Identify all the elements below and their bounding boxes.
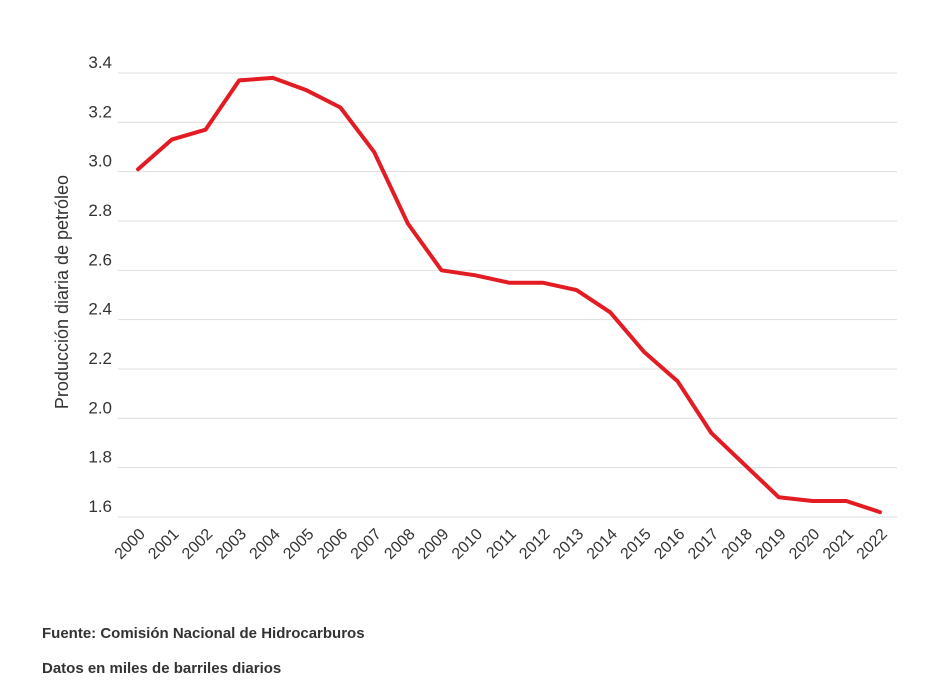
x-tick-label: 2003 [213,526,250,563]
y-tick-label: 2.6 [88,250,112,269]
units-note: Datos en miles de barriles diarios [42,660,282,677]
x-tick-labels: 2000200120022003200420052006200720082009… [112,526,891,563]
y-tick-label: 3.0 [88,152,112,171]
x-tick-label: 2017 [685,526,722,563]
x-tick-label: 2005 [280,526,317,563]
x-tick-label: 2009 [415,526,452,563]
x-tick-label: 2011 [483,526,519,562]
y-tick-label: 2.0 [88,398,112,417]
x-tick-label: 2008 [381,526,418,563]
series-line [136,75,882,515]
x-tick-label: 2006 [314,526,351,563]
y-tick-labels: 1.6 1.8 2.0 2.2 2.4 2.6 2.8 3.0 3.2 3.4 [88,53,112,516]
y-tick-label: 2.2 [88,349,112,368]
x-tick-label: 2016 [651,526,688,563]
y-tick-label: 1.8 [88,448,112,467]
x-tick-label: 2000 [112,526,149,563]
x-tick-label: 2021 [820,526,857,563]
x-tick-label: 2012 [516,526,553,563]
y-tick-label: 3.2 [88,102,112,121]
x-tick-label: 2001 [145,526,182,563]
y-tick-label: 2.8 [88,201,112,220]
y-axis-label: Producción diaria de petróleo [52,175,72,409]
x-tick-label: 2018 [719,526,756,563]
line-chart: 1.61.82.02.22.42.62.83.03.23.4 200020012… [52,53,897,563]
x-tick-label: 2019 [752,526,789,563]
x-tick-label: 2014 [584,526,621,563]
x-tick-label: 2013 [550,526,587,563]
grid-lines [118,72,897,518]
x-tick-label: 2002 [179,526,216,563]
x-tick-label: 2022 [854,526,891,563]
x-tick-label: 2015 [618,526,655,563]
x-tick-label: 2020 [786,526,823,563]
y-tick-label: 3.4 [88,53,112,72]
source-note: Fuente: Comisión Nacional de Hidrocarbur… [42,625,365,642]
y-tick-label: 1.6 [88,497,112,516]
x-tick-label: 2004 [247,526,284,563]
x-tick-label: 2010 [449,526,486,563]
x-tick-label: 2007 [348,526,385,563]
y-tick-label: 2.4 [88,300,112,319]
